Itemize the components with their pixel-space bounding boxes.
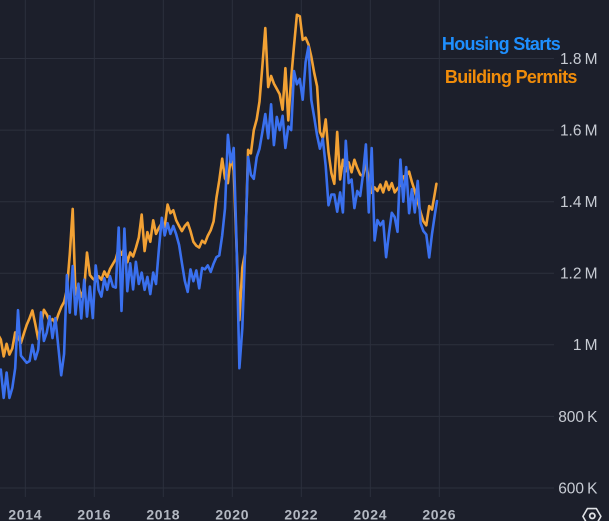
svg-text:Housing Starts: Housing Starts [442, 34, 561, 54]
svg-text:2016: 2016 [77, 506, 111, 521]
svg-text:600 K: 600 K [558, 480, 598, 497]
svg-text:1.8 M: 1.8 M [560, 51, 598, 68]
svg-text:2026: 2026 [422, 506, 456, 521]
svg-text:Building Permits: Building Permits [445, 67, 578, 87]
svg-text:1 M: 1 M [573, 337, 598, 354]
svg-text:2018: 2018 [146, 506, 180, 521]
svg-text:1.2 M: 1.2 M [560, 266, 598, 283]
svg-text:1.4 M: 1.4 M [560, 194, 598, 211]
svg-text:2024: 2024 [353, 506, 387, 521]
svg-text:2014: 2014 [8, 506, 42, 521]
svg-text:2020: 2020 [215, 506, 249, 521]
svg-text:800 K: 800 K [558, 409, 598, 426]
svg-text:2022: 2022 [284, 506, 318, 521]
svg-text:1.6 M: 1.6 M [560, 123, 598, 140]
